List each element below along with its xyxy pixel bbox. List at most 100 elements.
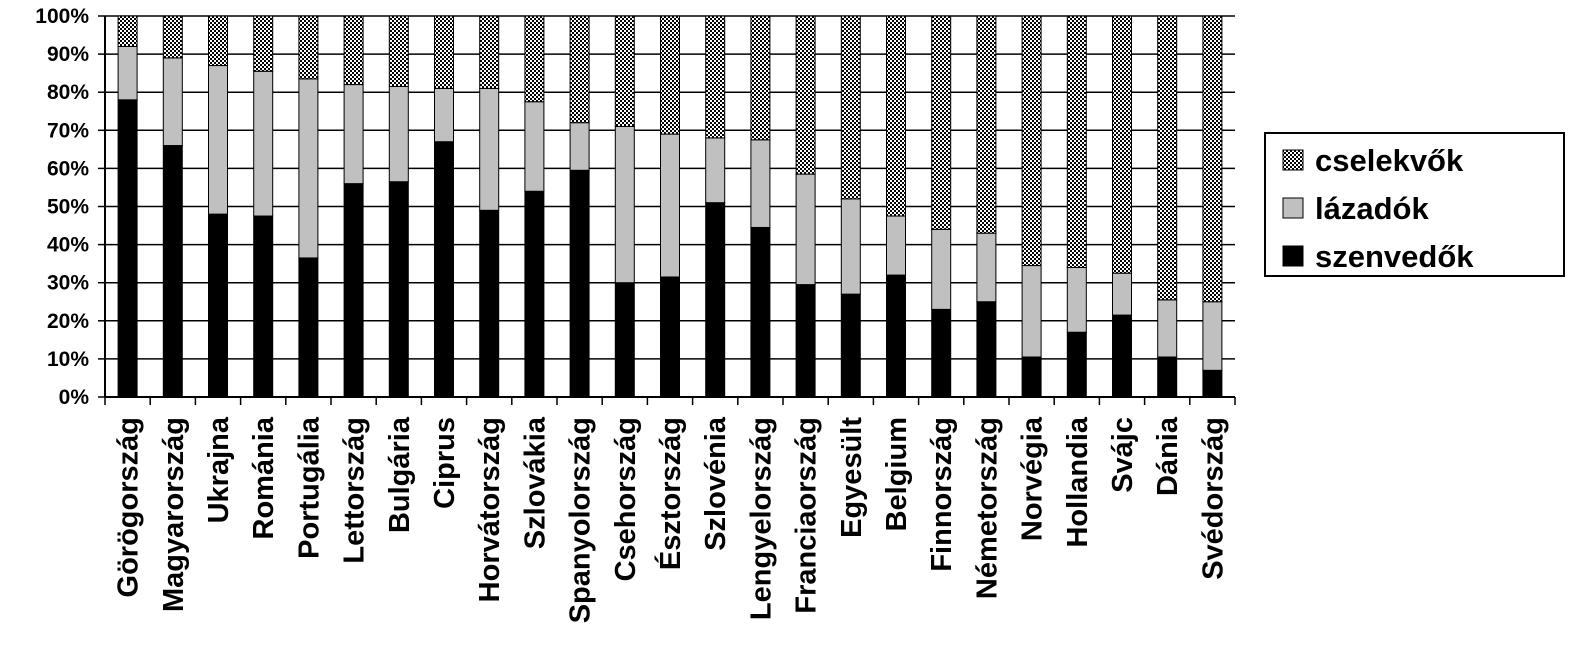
- bar-segment-2-11: [569, 122, 590, 171]
- legend-swatch: [1282, 149, 1304, 171]
- bar-segment-3-20: [976, 15, 997, 234]
- bar-segment-2-14: [705, 137, 726, 204]
- legend: cselekvők lázadók szenvedők: [1264, 132, 1565, 277]
- bar-segment-2-23: [1112, 272, 1132, 316]
- bar-segment-2-24: [1157, 299, 1178, 358]
- y-tick-label: 80%: [47, 81, 89, 104]
- bar-segment-2-17: [840, 198, 861, 295]
- bar-segment-2-15: [750, 139, 771, 228]
- x-category-label: Horvátország: [474, 417, 506, 602]
- bar-segment-3-15: [750, 15, 771, 141]
- x-axis-category-labels: Görögország Magyarország Ukrajna Románia Por…: [113, 416, 1230, 623]
- bar-segment-3-25: [1202, 15, 1223, 303]
- bar-segment-1-4: [253, 215, 274, 398]
- bar-segment-3-3: [208, 15, 228, 67]
- legend-label: lázadók: [1315, 191, 1429, 226]
- x-category-label: Ciprus: [429, 417, 461, 509]
- bar-segment-2-7: [388, 85, 409, 183]
- bar-segment-3-11: [569, 15, 590, 124]
- bar-segment-2-16: [795, 173, 816, 286]
- axes: [104, 16, 1236, 405]
- x-category-label: Svájc: [1107, 417, 1139, 493]
- bar-segment-2-6: [343, 84, 364, 185]
- bar-segment-2-8: [434, 87, 454, 143]
- bar-segment-3-14: [705, 15, 726, 139]
- x-category-label: Bulgária: [384, 416, 416, 533]
- bar-segment-3-24: [1157, 15, 1178, 301]
- bar-segment-1-15: [750, 226, 771, 398]
- x-category-label: Norvégia: [1017, 416, 1049, 541]
- y-tick-label: 70%: [47, 119, 89, 142]
- bar-segment-2-25: [1202, 301, 1223, 371]
- bar-segment-3-8: [434, 15, 454, 89]
- bar-segment-2-12: [614, 125, 635, 284]
- bar-segment-2-19: [931, 228, 952, 310]
- bar-segment-3-6: [343, 15, 364, 86]
- bar-segment-1-21: [1021, 356, 1042, 398]
- bar-segment-3-2: [162, 15, 183, 59]
- bar-segment-3-7: [388, 15, 409, 87]
- bar-segment-2-3: [208, 65, 228, 215]
- bar-segment-1-1: [117, 99, 138, 398]
- y-tick-label: 30%: [47, 272, 89, 295]
- bar-segment-1-22: [1066, 331, 1087, 398]
- bar-segment-3-17: [840, 15, 861, 200]
- y-tick-label: 100%: [35, 5, 89, 28]
- bar-segment-3-23: [1112, 15, 1132, 274]
- x-category-label: Franciaország: [791, 417, 823, 614]
- bar-segment-1-24: [1157, 356, 1178, 398]
- bar-segment-2-20: [976, 232, 997, 303]
- x-category-label: Románia: [248, 416, 280, 539]
- y-tick-label: 10%: [47, 348, 89, 371]
- bar-segment-1-13: [660, 276, 680, 398]
- bar-segment-1-9: [479, 209, 500, 398]
- bar-segment-3-22: [1066, 15, 1087, 268]
- x-category-label: Spanyolország: [565, 417, 597, 623]
- x-category-label: Észtország: [653, 417, 687, 570]
- legend-swatch: [1282, 245, 1304, 267]
- bar-segment-1-19: [931, 308, 952, 398]
- legend-box: [1264, 132, 1565, 277]
- bar-segment-1-5: [298, 257, 319, 398]
- bar-segment-1-8: [434, 141, 454, 398]
- bar-segment-1-18: [886, 274, 906, 398]
- legend-label: szenvedők: [1315, 239, 1474, 274]
- y-tick-label: 50%: [47, 196, 89, 219]
- x-category-label: Egyesült: [836, 417, 868, 538]
- x-category-label: Finnország: [926, 417, 958, 572]
- bar-segment-2-13: [660, 133, 680, 278]
- y-tick-label: 90%: [47, 43, 89, 66]
- bar-segment-3-10: [524, 15, 545, 103]
- x-category-label: Hollandia: [1062, 416, 1094, 547]
- bar-segment-2-10: [524, 101, 545, 192]
- bar-segment-1-3: [208, 213, 228, 398]
- bar-segment-1-23: [1112, 314, 1132, 398]
- bar-segment-2-2: [162, 57, 183, 147]
- bar-segment-1-20: [976, 301, 997, 398]
- x-category-label: Belgium: [881, 417, 913, 531]
- x-category-label: Ukrajna: [203, 416, 235, 523]
- bar-segment-1-11: [569, 169, 590, 398]
- bar-segment-2-21: [1021, 265, 1042, 358]
- y-tick-label: 40%: [47, 234, 89, 257]
- bar-segment-3-5: [298, 15, 319, 80]
- x-category-label: Görögország: [113, 417, 145, 597]
- bar-segment-3-21: [1021, 15, 1042, 267]
- bar-segment-1-16: [795, 284, 816, 398]
- legend-label: cselekvők: [1315, 143, 1464, 178]
- x-category-label: Csehország: [610, 417, 642, 581]
- bar-segment-3-12: [614, 15, 635, 127]
- bars: [117, 15, 1223, 398]
- bar-segment-2-4: [253, 70, 274, 217]
- bar-segment-1-7: [388, 181, 409, 398]
- bar-segment-1-25: [1202, 369, 1223, 398]
- bar-segment-3-1: [117, 15, 138, 47]
- bar-segment-2-1: [117, 45, 138, 101]
- bar-segment-2-5: [298, 78, 319, 259]
- bar-segment-1-6: [343, 183, 364, 398]
- bar-segment-1-12: [614, 282, 635, 398]
- bar-segment-2-18: [886, 215, 906, 276]
- bar-segment-3-9: [479, 15, 500, 89]
- x-category-label: Szlovénia: [700, 416, 732, 551]
